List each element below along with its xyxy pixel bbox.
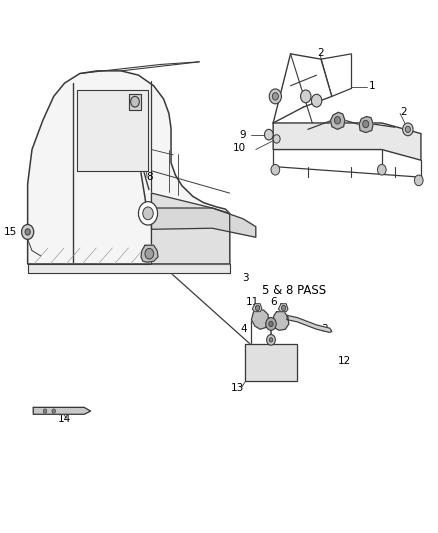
Text: 1: 1 bbox=[368, 81, 374, 91]
Circle shape bbox=[145, 248, 153, 259]
Circle shape bbox=[404, 126, 410, 133]
Circle shape bbox=[268, 89, 281, 104]
Polygon shape bbox=[286, 316, 331, 333]
Circle shape bbox=[300, 90, 310, 103]
Circle shape bbox=[270, 165, 279, 175]
Polygon shape bbox=[252, 304, 261, 312]
Circle shape bbox=[413, 175, 422, 185]
Text: 4: 4 bbox=[196, 239, 203, 248]
Text: 13: 13 bbox=[230, 383, 244, 393]
Text: 5: 5 bbox=[196, 223, 203, 233]
Circle shape bbox=[43, 409, 47, 413]
Circle shape bbox=[131, 96, 139, 107]
Polygon shape bbox=[278, 304, 287, 312]
Polygon shape bbox=[28, 264, 229, 273]
Polygon shape bbox=[330, 112, 344, 130]
Text: 5 & 8 PASS: 5 & 8 PASS bbox=[262, 284, 326, 297]
Circle shape bbox=[265, 318, 276, 330]
Polygon shape bbox=[151, 208, 255, 237]
Circle shape bbox=[268, 321, 272, 327]
Polygon shape bbox=[251, 310, 268, 329]
Circle shape bbox=[377, 165, 385, 175]
Circle shape bbox=[268, 338, 272, 342]
Polygon shape bbox=[358, 117, 372, 133]
Text: 14: 14 bbox=[58, 414, 71, 424]
Circle shape bbox=[402, 123, 412, 136]
Text: 3: 3 bbox=[321, 324, 327, 334]
Text: 10: 10 bbox=[233, 143, 246, 154]
Circle shape bbox=[138, 201, 157, 225]
Polygon shape bbox=[77, 90, 148, 171]
Text: 3: 3 bbox=[241, 273, 248, 283]
Text: 12: 12 bbox=[337, 356, 351, 366]
Text: 8: 8 bbox=[146, 172, 152, 182]
Circle shape bbox=[266, 335, 275, 345]
Polygon shape bbox=[244, 344, 297, 381]
Circle shape bbox=[272, 135, 279, 143]
Polygon shape bbox=[141, 245, 158, 262]
Circle shape bbox=[255, 305, 259, 311]
Polygon shape bbox=[28, 71, 229, 264]
Circle shape bbox=[142, 207, 153, 220]
Circle shape bbox=[21, 224, 34, 239]
Text: 6: 6 bbox=[269, 297, 276, 307]
Text: 7: 7 bbox=[174, 227, 180, 237]
Text: 6: 6 bbox=[167, 243, 174, 252]
Text: 2: 2 bbox=[399, 107, 406, 117]
Text: 4: 4 bbox=[240, 324, 246, 334]
Circle shape bbox=[52, 409, 55, 413]
Circle shape bbox=[311, 94, 321, 107]
Circle shape bbox=[334, 117, 340, 124]
Text: 9: 9 bbox=[239, 130, 246, 140]
Circle shape bbox=[25, 229, 30, 235]
Text: 11: 11 bbox=[246, 297, 259, 307]
Circle shape bbox=[272, 93, 278, 100]
Polygon shape bbox=[129, 94, 141, 110]
Polygon shape bbox=[272, 123, 420, 160]
Polygon shape bbox=[272, 312, 288, 330]
Text: 2: 2 bbox=[316, 48, 323, 58]
Text: 15: 15 bbox=[4, 227, 17, 237]
Circle shape bbox=[362, 120, 368, 128]
Polygon shape bbox=[33, 407, 90, 414]
Text: 3: 3 bbox=[183, 207, 189, 217]
Polygon shape bbox=[151, 193, 229, 264]
Circle shape bbox=[281, 305, 285, 311]
Circle shape bbox=[264, 130, 272, 140]
